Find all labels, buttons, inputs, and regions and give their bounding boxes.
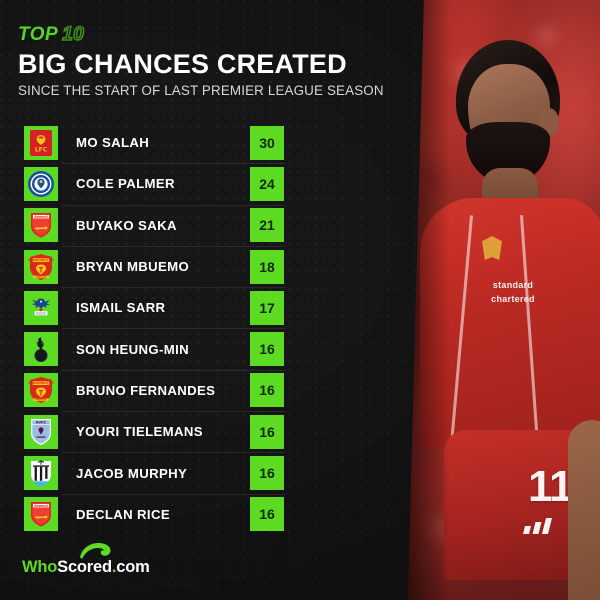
table-row[interactable]: LFC MO SALAH 30 bbox=[24, 122, 284, 163]
newcastle-crest-icon bbox=[24, 456, 58, 491]
table-row[interactable]: MANCHESTER UNITED BRYAN MBUEMO 18 bbox=[24, 245, 286, 287]
player-name: BRUNO FERNANDES bbox=[76, 382, 216, 398]
arsenal-crest-icon: Arsenal bbox=[24, 208, 58, 243]
table-row[interactable]: AVFC YOURI TIELEMANS 16 bbox=[24, 411, 286, 452]
player-value: 18 bbox=[250, 249, 284, 284]
svg-text:Arsenal: Arsenal bbox=[34, 215, 48, 219]
player-value: 16 bbox=[250, 373, 284, 408]
photo-edge-shadow bbox=[408, 0, 600, 600]
whoscored-logo-text: WhoScored.com bbox=[22, 559, 150, 576]
svg-text:MANCHESTER: MANCHESTER bbox=[28, 382, 54, 386]
player-name: DECLAN RICE bbox=[76, 506, 170, 522]
player-name: COLE PALMER bbox=[76, 176, 175, 192]
player-name: BRYAN MBUEMO bbox=[76, 259, 190, 275]
table-row[interactable]: COLE PALMER 24 bbox=[24, 163, 286, 204]
logo-com: com bbox=[116, 558, 150, 576]
player-value: 17 bbox=[250, 290, 284, 325]
table-row[interactable]: MANCHESTER UNITED BRUNO FERNANDES 16 bbox=[24, 369, 286, 411]
man-utd-crest-icon: MANCHESTER UNITED bbox=[24, 249, 58, 284]
chelsea-crest-icon bbox=[24, 166, 58, 201]
page-subtitle: SINCE THE START OF LAST PREMIER LEAGUE S… bbox=[18, 83, 384, 98]
player-value: 16 bbox=[250, 414, 284, 449]
logo-dot: . bbox=[111, 558, 117, 576]
table-row[interactable]: Arsenal BUYAKO SAKA 21 bbox=[24, 204, 286, 246]
whoscored-logo[interactable]: WhoScored.com bbox=[22, 543, 150, 576]
player-name: ISMAIL SARR bbox=[76, 300, 166, 316]
player-value: 16 bbox=[250, 497, 284, 532]
crystal-palace-crest-icon bbox=[24, 290, 58, 325]
player-name: BUYAKO SAKA bbox=[76, 217, 177, 233]
logo-scored: Scored bbox=[57, 558, 112, 576]
page-title: BIG CHANCES CREATED bbox=[18, 49, 347, 79]
player-name: YOURI TIELEMANS bbox=[76, 424, 203, 440]
player-value: 21 bbox=[250, 208, 284, 243]
player-value: 30 bbox=[250, 125, 284, 160]
svg-text:UNITED: UNITED bbox=[36, 398, 48, 402]
man-utd-crest-icon: MANCHESTER UNITED bbox=[24, 373, 58, 408]
player-name: MO SALAH bbox=[76, 135, 150, 151]
svg-text:UNITED: UNITED bbox=[36, 274, 48, 278]
header: TOP 10 BIG CHANCES CREATED SINCE THE STAR… bbox=[18, 23, 384, 99]
arsenal-crest-icon: Arsenal bbox=[24, 497, 58, 532]
svg-text:LFC: LFC bbox=[35, 146, 48, 153]
table-row[interactable]: Arsenal DECLAN RICE 16 bbox=[24, 493, 286, 535]
eyebrow-top10: TOP 10 bbox=[18, 23, 384, 46]
eyebrow-number: 10 bbox=[61, 23, 85, 46]
player-name: JACOB MURPHY bbox=[76, 465, 188, 481]
player-value: 16 bbox=[250, 332, 284, 367]
liverpool-crest-icon: LFC bbox=[24, 125, 58, 160]
tottenham-crest-icon bbox=[24, 332, 58, 367]
player-photo: standard chartered 11 bbox=[408, 0, 600, 600]
aston-villa-crest-icon: AVFC bbox=[24, 414, 58, 449]
table-row[interactable]: ISMAIL SARR 17 bbox=[24, 287, 286, 328]
player-value: 24 bbox=[250, 166, 284, 201]
logo-who: Who bbox=[22, 558, 58, 576]
whoscored-swoosh-icon bbox=[80, 543, 111, 559]
svg-text:AVFC: AVFC bbox=[36, 420, 47, 424]
player-value: 16 bbox=[250, 456, 284, 491]
svg-text:Arsenal: Arsenal bbox=[34, 504, 48, 508]
table-row[interactable]: SON HEUNG-MIN 16 bbox=[24, 328, 286, 369]
player-name: SON HEUNG-MIN bbox=[76, 341, 189, 357]
eyebrow-word: TOP bbox=[18, 24, 59, 45]
ranking-list: LFC MO SALAH 30 COLE PALMER 24 bbox=[24, 122, 286, 535]
table-row[interactable]: JACOB MURPHY 16 bbox=[24, 452, 286, 493]
svg-text:MANCHESTER: MANCHESTER bbox=[28, 258, 54, 262]
